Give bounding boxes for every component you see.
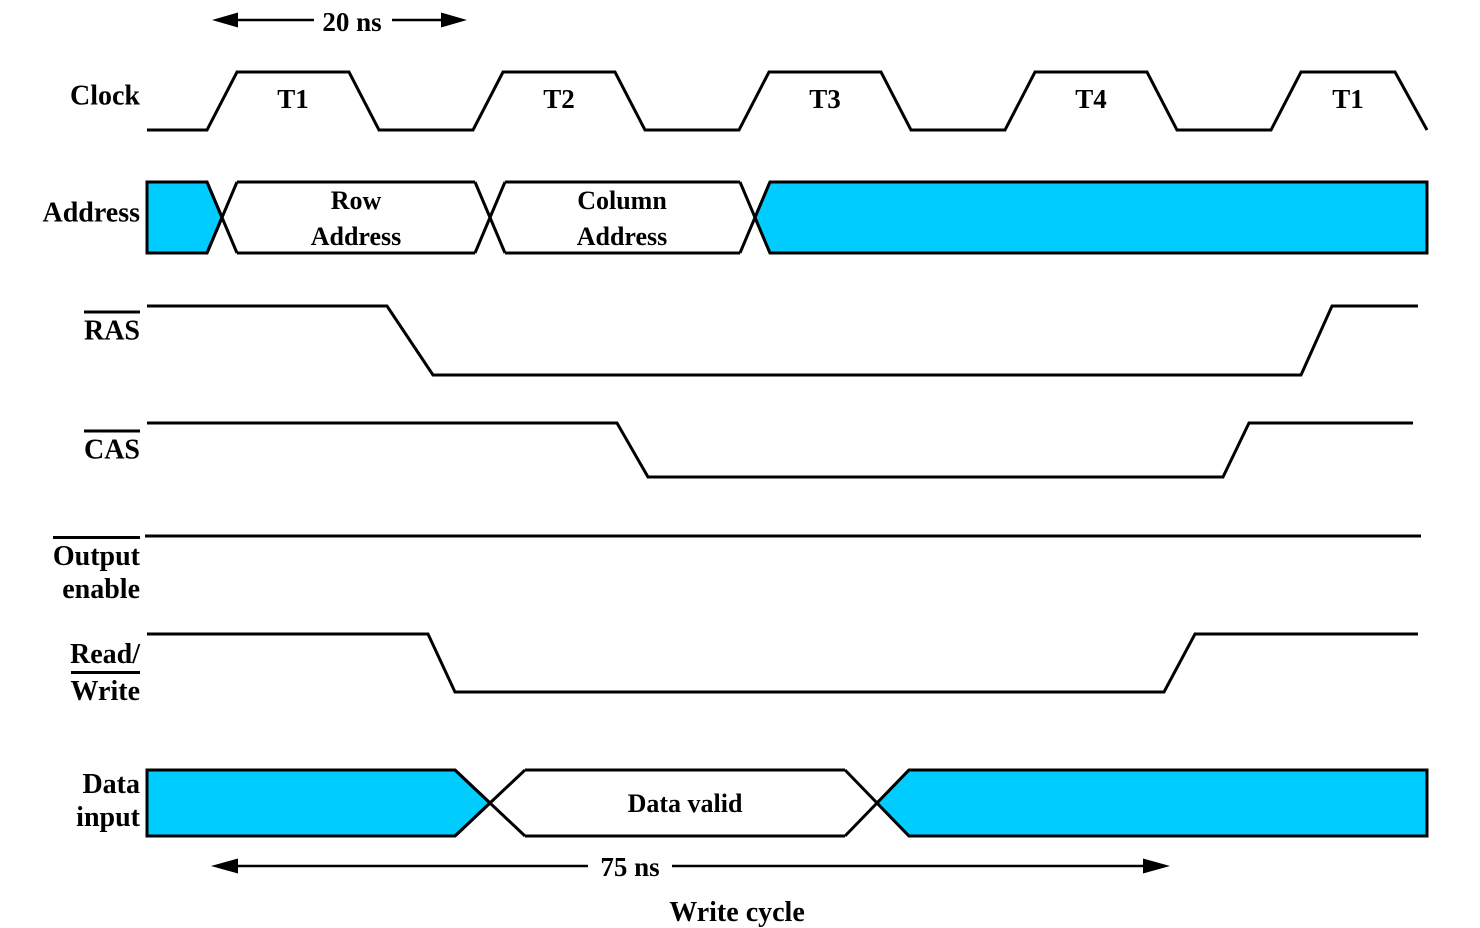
period-arrow-right-head-icon	[441, 12, 467, 28]
cas-signal-label: CAS	[83, 429, 140, 467]
cas-waveform	[147, 421, 1413, 479]
clock-phase-t1b: T1	[1332, 84, 1364, 114]
data-dont-care-left	[145, 768, 493, 838]
address-bus: Row Address Column Address	[145, 180, 1429, 255]
clock-signal-label: Clock	[70, 80, 140, 112]
cycle-duration-dimension: 75 ns	[211, 852, 1170, 882]
address-crossover-2b	[473, 181, 507, 254]
row-address-label-line1: Row	[331, 186, 382, 215]
cycle-duration-label: 75 ns	[600, 852, 659, 882]
cycle-name-caption: Write cycle	[669, 897, 805, 928]
address-dont-care-right	[753, 180, 1429, 255]
clock-period-label: 20 ns	[322, 7, 381, 37]
address-crossover-1b	[205, 181, 239, 254]
ras-waveform	[147, 304, 1418, 377]
row-address-label-line2: Address	[311, 222, 402, 251]
column-address-label-line1: Column	[577, 186, 667, 215]
data-valid-label: Data valid	[628, 789, 743, 818]
address-signal-label: Address	[42, 197, 140, 229]
period-arrow-left-head-icon	[212, 12, 238, 28]
cycle-arrow-right-head-icon	[1143, 858, 1170, 874]
cycle-arrow-left-head-icon	[211, 858, 238, 874]
read-write-signal-label: Read/ Write	[70, 639, 140, 707]
clock-phase-t3: T3	[809, 84, 841, 114]
data-dont-care-right	[874, 768, 1429, 838]
column-address-label-line2: Address	[577, 222, 668, 251]
output-enable-signal-label: Output enable	[52, 536, 140, 606]
ras-signal-label: RAS	[83, 310, 140, 348]
data-crossover-1b	[453, 768, 527, 838]
clock-phase-t4: T4	[1075, 84, 1107, 114]
clock-waveform	[147, 70, 1429, 132]
clock-phase-t1: T1	[277, 84, 309, 114]
clock-phase-t2: T2	[543, 84, 575, 114]
data-input-bus: Data valid	[145, 768, 1429, 838]
read-write-waveform	[147, 632, 1418, 694]
data-input-signal-label: Data input	[76, 769, 140, 833]
clock-period-dimension: 20 ns	[212, 7, 467, 37]
